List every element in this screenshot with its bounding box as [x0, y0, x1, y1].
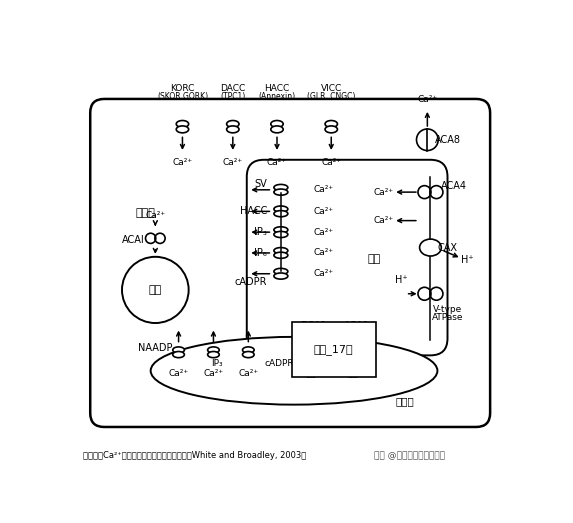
- Text: cADPR: cADPR: [265, 359, 294, 368]
- Text: IP₃: IP₃: [254, 227, 267, 237]
- Ellipse shape: [207, 347, 219, 353]
- Ellipse shape: [242, 347, 254, 353]
- Ellipse shape: [173, 347, 185, 353]
- Text: cADPR: cADPR: [234, 277, 267, 287]
- Text: 内质网: 内质网: [395, 396, 414, 406]
- Text: Ca²⁺: Ca²⁺: [313, 185, 333, 195]
- Ellipse shape: [274, 211, 288, 217]
- Text: Ca²⁺: Ca²⁺: [313, 207, 333, 216]
- Text: 下载_17页: 下载_17页: [314, 344, 354, 355]
- Text: 细胞质: 细胞质: [135, 208, 155, 218]
- Text: Ca²⁺: Ca²⁺: [321, 157, 342, 167]
- Text: 质体: 质体: [149, 285, 162, 295]
- Text: Ca²⁺: Ca²⁺: [304, 371, 324, 380]
- Text: H⁺: H⁺: [395, 275, 407, 285]
- Text: Ca²⁺: Ca²⁺: [203, 369, 223, 378]
- Text: HACC: HACC: [240, 207, 267, 217]
- Ellipse shape: [176, 126, 189, 133]
- Ellipse shape: [419, 239, 441, 256]
- Text: Ca²⁺: Ca²⁺: [223, 157, 243, 167]
- Text: (TPC1): (TPC1): [220, 92, 245, 101]
- Text: Ca²⁺: Ca²⁺: [374, 188, 394, 197]
- Ellipse shape: [242, 351, 254, 358]
- Text: Ca²⁺: Ca²⁺: [313, 269, 333, 278]
- Text: ACAI: ACAI: [122, 235, 145, 245]
- Ellipse shape: [227, 120, 239, 128]
- Ellipse shape: [271, 126, 283, 133]
- Text: 下载_17页: 下载_17页: [314, 344, 354, 355]
- Ellipse shape: [274, 273, 288, 279]
- Text: Ca²⁺: Ca²⁺: [313, 228, 333, 237]
- Ellipse shape: [325, 120, 337, 128]
- Text: Ca²⁺: Ca²⁺: [298, 369, 318, 378]
- Ellipse shape: [271, 120, 283, 128]
- Ellipse shape: [151, 337, 437, 405]
- Text: IP₃: IP₃: [211, 359, 223, 368]
- Ellipse shape: [274, 247, 288, 254]
- Text: V-type: V-type: [433, 305, 462, 314]
- Text: Ca²⁺: Ca²⁺: [168, 369, 189, 378]
- Ellipse shape: [325, 126, 337, 133]
- Text: Ca²⁺: Ca²⁺: [339, 369, 359, 378]
- Text: ACA8: ACA8: [434, 135, 461, 145]
- Ellipse shape: [274, 185, 288, 190]
- Ellipse shape: [343, 351, 355, 358]
- Ellipse shape: [274, 252, 288, 258]
- Text: KORC: KORC: [170, 84, 195, 93]
- Text: Ca²⁺: Ca²⁺: [313, 248, 333, 257]
- Text: DACC: DACC: [220, 84, 245, 93]
- Ellipse shape: [274, 206, 288, 212]
- Text: NAADP: NAADP: [138, 344, 172, 354]
- Ellipse shape: [274, 227, 288, 233]
- Text: ATPase: ATPase: [431, 313, 463, 322]
- Text: (SKOR,GORK): (SKOR,GORK): [157, 92, 208, 101]
- Text: Ca²⁺: Ca²⁺: [238, 369, 258, 378]
- Text: 头条 @新疆农墨科学院梁飞: 头条 @新疆农墨科学院梁飞: [374, 451, 445, 460]
- Ellipse shape: [274, 189, 288, 195]
- Text: (Annexin): (Annexin): [258, 92, 296, 101]
- Ellipse shape: [176, 120, 189, 128]
- Ellipse shape: [173, 351, 185, 358]
- Ellipse shape: [274, 231, 288, 237]
- Ellipse shape: [274, 268, 288, 275]
- Text: H⁺: H⁺: [461, 255, 473, 265]
- Text: VICC: VICC: [321, 84, 342, 93]
- Ellipse shape: [343, 347, 355, 353]
- Text: ACA4: ACA4: [441, 181, 466, 191]
- Text: 液泡: 液泡: [367, 254, 380, 264]
- Text: IP₆: IP₆: [254, 248, 267, 258]
- Text: Ca²⁺: Ca²⁺: [347, 371, 367, 380]
- Text: Ca²⁺: Ca²⁺: [374, 216, 394, 225]
- Text: Ca²⁺: Ca²⁺: [172, 157, 193, 167]
- Text: Ca²⁺: Ca²⁺: [267, 157, 287, 167]
- Ellipse shape: [207, 351, 219, 358]
- Text: ACA1: ACA1: [344, 321, 370, 331]
- Text: CAX: CAX: [438, 243, 457, 253]
- Text: HACC: HACC: [264, 84, 289, 93]
- Text: 拟南芥中Ca²⁺运输蛋白的亚细胞定位示意图（White and Broadley, 2003）: 拟南芥中Ca²⁺运输蛋白的亚细胞定位示意图（White and Broadley…: [83, 451, 307, 460]
- Text: SV: SV: [254, 179, 267, 189]
- Ellipse shape: [302, 347, 314, 353]
- Text: Ca²⁺: Ca²⁺: [146, 211, 166, 220]
- Text: ECA1: ECA1: [301, 321, 327, 331]
- Text: Ca²⁺: Ca²⁺: [417, 95, 437, 104]
- Ellipse shape: [302, 351, 314, 358]
- Text: (GLR, CNGC): (GLR, CNGC): [307, 92, 355, 101]
- Ellipse shape: [227, 126, 239, 133]
